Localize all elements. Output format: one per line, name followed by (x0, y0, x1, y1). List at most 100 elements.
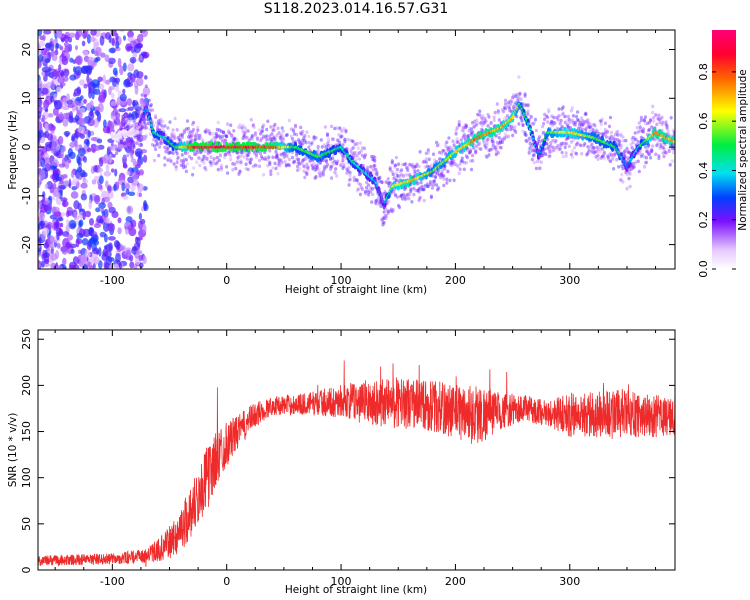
spectrogram-cell (62, 120, 69, 127)
spectrogram-cell (135, 141, 139, 146)
spectrogram-cell (486, 137, 490, 142)
spectrogram-cell (265, 134, 269, 138)
spectrogram-cell (644, 155, 649, 160)
spectrogram-cell (271, 155, 275, 160)
spectrogram-cell (258, 132, 263, 136)
spectrogram-cell (478, 113, 482, 117)
spectrogram-cell (137, 136, 141, 140)
spectrogram-cell (208, 131, 212, 136)
spectrogram-cell (169, 150, 173, 155)
spectrogram-cell (103, 92, 107, 99)
spectrogram-cell (546, 137, 550, 142)
spectrogram-cell (219, 167, 223, 172)
spectrogram-cell (447, 136, 451, 140)
spectrogram-cell (142, 100, 146, 104)
colorbar-tick-label: 0.0 (697, 260, 710, 278)
spectrogram-cell (98, 218, 104, 224)
spectrogram-cell (51, 196, 56, 201)
spectrogram-cell (233, 136, 237, 141)
spectrogram-cell (62, 112, 71, 120)
spectrogram-cell (214, 133, 218, 137)
spectrogram-cell (41, 87, 49, 95)
spectrogram-cell (515, 114, 519, 119)
spectrogram-cell (126, 153, 130, 158)
spectrogram-cell (63, 41, 70, 48)
spectrogram-cell (103, 119, 107, 128)
spectrogram-cell (490, 147, 494, 151)
spectrogram-cell (91, 148, 96, 154)
spectrogram-cell (303, 138, 307, 143)
spectrogram-cell (140, 30, 147, 34)
spectrogram-cell (265, 127, 269, 132)
spectrogram-cell (618, 139, 622, 143)
spectrogram-cell (215, 127, 219, 132)
spectrogram-cell (239, 159, 243, 163)
spectrogram-cell (240, 126, 244, 130)
spectrogram-cell (289, 134, 293, 139)
spectrogram-cell (41, 260, 45, 268)
spectrogram-cell (303, 134, 307, 138)
spectrogram-cell (106, 126, 111, 134)
spectrogram-cell (264, 155, 268, 160)
spectrogram-cell (125, 119, 129, 123)
spectrogram-cell (275, 155, 279, 159)
spectrogram-cell (69, 261, 77, 269)
spectrogram-cell (649, 118, 653, 123)
spectrogram-cell (87, 130, 91, 138)
spectrogram-cell (163, 156, 167, 160)
spectrogram-cell (238, 169, 242, 173)
y-tick-label: 200 (20, 375, 33, 396)
spectrogram-cell (159, 141, 163, 145)
spectrogram-cell (66, 53, 71, 60)
spectrogram-cell (520, 118, 524, 123)
spectrogram-cell (510, 99, 514, 104)
spectrogram-cell (99, 158, 104, 167)
spectrogram-cell (122, 62, 127, 72)
spectrogram-cell (38, 60, 42, 69)
spectrogram-cell (119, 65, 124, 76)
spectrogram-cell (127, 143, 131, 147)
spectrogram-cell (417, 164, 421, 169)
spectrogram-cell (55, 219, 60, 229)
spectrogram-cell (42, 200, 48, 205)
spectrogram-cell (150, 108, 155, 112)
spectrogram-cell (179, 163, 183, 167)
spectrogram-cell (87, 261, 92, 268)
spectrogram-cell (122, 88, 126, 95)
spectrogram-cell (222, 155, 227, 160)
spectrogram-cell (74, 140, 78, 147)
spectrogram-cell (159, 119, 163, 124)
snr-ylabel: SNR (10 * v/v) (7, 413, 19, 488)
spectrogram-cell (308, 159, 312, 163)
spectrogram-cell (136, 134, 140, 138)
spectrogram-cell (174, 167, 178, 172)
spectrogram-cell (228, 152, 232, 157)
spectrogram-cell (169, 136, 173, 141)
spectrogram-cell (142, 126, 146, 130)
spectrogram-cell (197, 156, 201, 160)
spectrogram-cell (79, 219, 84, 227)
spectrogram-cell (430, 186, 434, 190)
spectrogram-cell (163, 124, 167, 128)
spectrogram-cell (154, 139, 158, 144)
spectrogram-cell (180, 153, 184, 157)
spectrogram-cell (123, 155, 127, 159)
spectrogram-cell (273, 161, 277, 166)
spectrogram-cell (131, 123, 135, 128)
spectrogram-cell (272, 136, 276, 141)
spectrogram-cell (45, 144, 52, 152)
spectrogram-cell (129, 117, 133, 121)
spectrogram-cell (241, 124, 245, 128)
spectrogram-cell (164, 149, 168, 154)
spectrogram-cell (186, 126, 191, 131)
spectrogram-cell (225, 165, 229, 169)
spectrogram-cell (132, 140, 136, 145)
spectrogram-cell (253, 133, 257, 137)
spectrogram-cell (410, 200, 414, 204)
x-tick-label: 300 (559, 274, 580, 287)
spectrogram-cell (250, 137, 254, 141)
spectrogram-cell (38, 179, 41, 188)
spectrogram-cell (166, 158, 170, 162)
spectrogram-cell (232, 137, 236, 142)
spectrogram-cell (369, 165, 373, 169)
